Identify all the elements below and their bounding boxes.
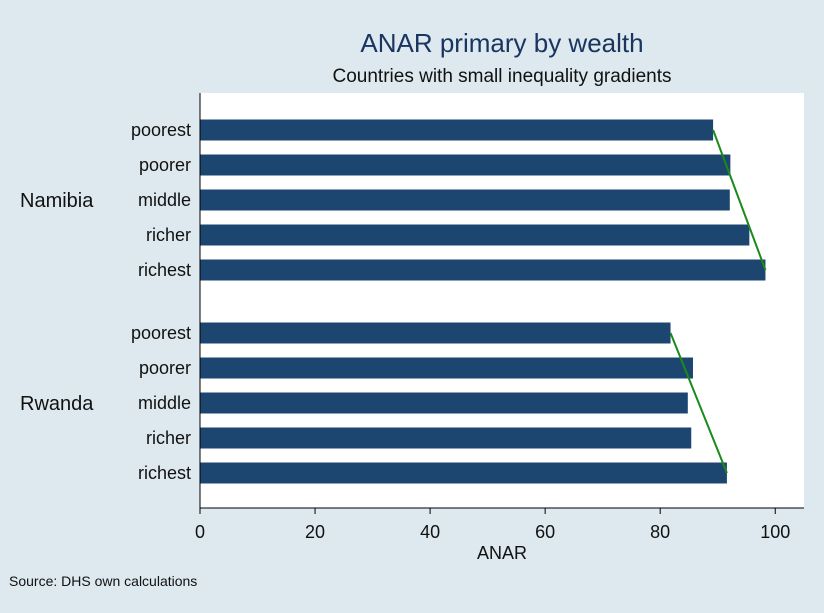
group-label-namibia: Namibia — [20, 190, 94, 212]
group-label-rwanda: Rwanda — [20, 393, 94, 415]
category-label: middle — [138, 393, 191, 413]
x-axis-label: ANAR — [476, 543, 527, 563]
x-tick-label: 100 — [760, 522, 790, 542]
chart-title: ANAR primary by wealth — [360, 28, 644, 58]
bar-rwanda-middle — [200, 392, 688, 414]
category-label: poorest — [131, 120, 191, 140]
bar-rwanda-richer — [200, 427, 692, 449]
trend-line-rwanda — [669, 332, 728, 474]
bar-namibia-middle — [200, 189, 730, 211]
category-label: richest — [138, 260, 191, 280]
bar-rwanda-richest — [200, 462, 727, 484]
chart-subtitle: Countries with small inequality gradient… — [332, 66, 672, 87]
x-tick-label: 80 — [650, 522, 670, 542]
category-label: richest — [138, 463, 191, 483]
trend-line-namibia — [712, 129, 767, 271]
bar-namibia-richer — [200, 224, 750, 246]
bar-rwanda-poorer — [200, 357, 693, 379]
bar-namibia-poorest — [200, 119, 714, 141]
x-tick-label: 0 — [195, 522, 205, 542]
x-tick-label: 60 — [535, 522, 555, 542]
x-tick-label: 20 — [305, 522, 325, 542]
bar-namibia-poorer — [200, 154, 731, 176]
category-label: poorer — [139, 155, 191, 175]
category-label: middle — [138, 190, 191, 210]
category-label: richer — [146, 428, 191, 448]
x-tick-label: 40 — [420, 522, 440, 542]
bar-rwanda-poorest — [200, 322, 671, 344]
bar-namibia-richest — [200, 259, 766, 281]
category-label: poorest — [131, 323, 191, 343]
source-note: Source: DHS own calculations — [9, 573, 198, 589]
category-label: richer — [146, 225, 191, 245]
category-label: poorer — [139, 358, 191, 378]
